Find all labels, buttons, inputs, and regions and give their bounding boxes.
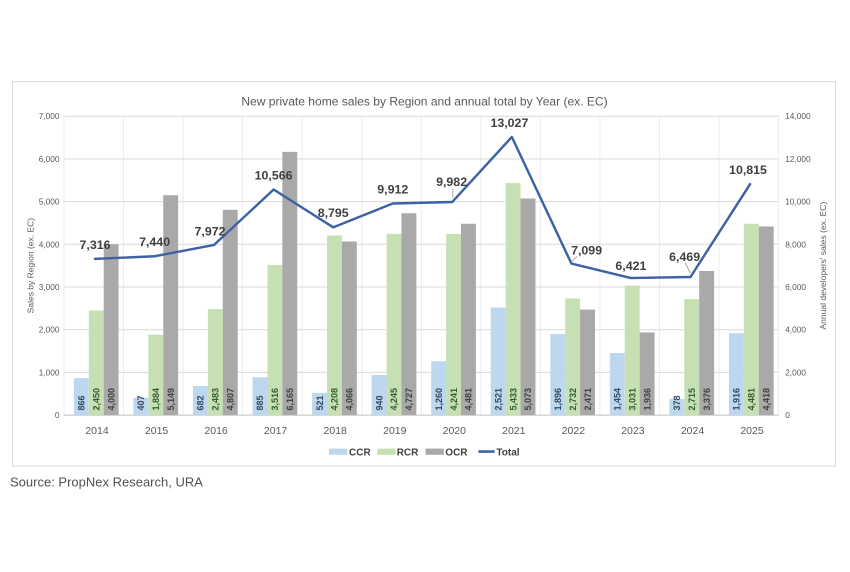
svg-text:5,433: 5,433: [508, 388, 518, 411]
svg-text:2,732: 2,732: [568, 388, 578, 411]
svg-text:4,066: 4,066: [345, 388, 355, 411]
svg-text:4,481: 4,481: [747, 388, 757, 411]
svg-text:3,031: 3,031: [627, 388, 637, 411]
svg-text:0: 0: [55, 410, 60, 420]
svg-text:8,000: 8,000: [785, 239, 806, 249]
svg-text:2023: 2023: [621, 425, 645, 437]
svg-text:2,471: 2,471: [583, 388, 593, 411]
svg-text:CCR: CCR: [349, 447, 371, 458]
svg-text:7,099: 7,099: [571, 244, 602, 258]
svg-text:2,000: 2,000: [785, 367, 806, 377]
svg-text:2,450: 2,450: [91, 388, 101, 411]
svg-text:7,000: 7,000: [39, 111, 60, 121]
svg-text:7,316: 7,316: [79, 238, 110, 252]
svg-text:2015: 2015: [145, 425, 169, 437]
svg-text:4,000: 4,000: [39, 239, 60, 249]
svg-text:4,807: 4,807: [225, 388, 235, 411]
svg-text:5,000: 5,000: [39, 197, 60, 207]
svg-text:8,795: 8,795: [318, 206, 349, 220]
svg-text:2017: 2017: [264, 425, 288, 437]
svg-text:9,982: 9,982: [436, 175, 467, 189]
svg-text:3,376: 3,376: [702, 388, 712, 411]
svg-text:2020: 2020: [443, 425, 467, 437]
svg-text:9,912: 9,912: [377, 182, 408, 196]
svg-text:3,000: 3,000: [39, 282, 60, 292]
svg-text:10,000: 10,000: [785, 197, 811, 207]
svg-text:OCR: OCR: [445, 447, 468, 458]
svg-text:2,521: 2,521: [493, 388, 503, 411]
svg-text:7,440: 7,440: [139, 235, 170, 249]
svg-text:RCR: RCR: [397, 447, 419, 458]
svg-text:6,469: 6,469: [669, 250, 700, 264]
svg-text:4,208: 4,208: [330, 388, 340, 411]
svg-text:1,916: 1,916: [732, 388, 742, 411]
svg-text:New private home sales by Regi: New private home sales by Region and ann…: [241, 95, 607, 109]
svg-text:2,483: 2,483: [211, 388, 221, 411]
svg-text:2025: 2025: [740, 425, 764, 437]
svg-text:1,454: 1,454: [613, 388, 623, 411]
svg-text:1,896: 1,896: [553, 388, 563, 411]
svg-text:2016: 2016: [204, 425, 228, 437]
svg-text:4,000: 4,000: [106, 388, 116, 411]
svg-text:6,165: 6,165: [285, 388, 295, 411]
svg-text:10,815: 10,815: [729, 163, 767, 177]
svg-text:4,481: 4,481: [464, 388, 474, 411]
svg-text:4,245: 4,245: [389, 388, 399, 411]
svg-text:2019: 2019: [383, 425, 407, 437]
svg-text:682: 682: [196, 395, 206, 410]
svg-text:14,000: 14,000: [785, 111, 811, 121]
svg-text:4,241: 4,241: [449, 388, 459, 411]
svg-text:Sales by Region (ex. EC): Sales by Region (ex. EC): [26, 218, 36, 314]
svg-text:10,566: 10,566: [255, 168, 293, 182]
svg-text:5,149: 5,149: [166, 388, 176, 411]
svg-text:Annual developers' sales (ex.: Annual developers' sales (ex. EC): [818, 202, 828, 330]
svg-text:12,000: 12,000: [785, 154, 811, 164]
svg-text:521: 521: [315, 395, 325, 410]
svg-text:378: 378: [672, 395, 682, 410]
svg-text:6,421: 6,421: [615, 259, 646, 273]
svg-text:2024: 2024: [681, 425, 705, 437]
svg-text:Source: PropNex Research, URA: Source: PropNex Research, URA: [10, 475, 203, 490]
svg-text:Total: Total: [496, 447, 519, 458]
svg-text:2,715: 2,715: [687, 388, 697, 411]
svg-text:885: 885: [255, 395, 265, 410]
svg-text:13,027: 13,027: [490, 116, 528, 130]
svg-text:1,884: 1,884: [151, 388, 161, 411]
svg-text:6,000: 6,000: [785, 282, 806, 292]
svg-text:4,727: 4,727: [404, 388, 414, 411]
svg-text:3,516: 3,516: [270, 388, 280, 411]
svg-text:1,936: 1,936: [642, 388, 652, 411]
svg-text:1,000: 1,000: [39, 367, 60, 377]
svg-text:940: 940: [374, 395, 384, 410]
svg-text:2014: 2014: [85, 425, 109, 437]
svg-text:1,260: 1,260: [434, 388, 444, 411]
svg-text:4,000: 4,000: [785, 325, 806, 335]
svg-text:407: 407: [136, 395, 146, 410]
svg-text:5,073: 5,073: [523, 388, 533, 411]
svg-text:7,972: 7,972: [194, 224, 225, 238]
svg-text:2021: 2021: [502, 425, 526, 437]
svg-text:0: 0: [785, 410, 790, 420]
svg-text:2022: 2022: [562, 425, 586, 437]
svg-text:866: 866: [77, 395, 87, 410]
svg-text:6,000: 6,000: [39, 154, 60, 164]
svg-text:4,418: 4,418: [761, 388, 771, 411]
svg-text:2018: 2018: [324, 425, 348, 437]
svg-text:2,000: 2,000: [39, 325, 60, 335]
